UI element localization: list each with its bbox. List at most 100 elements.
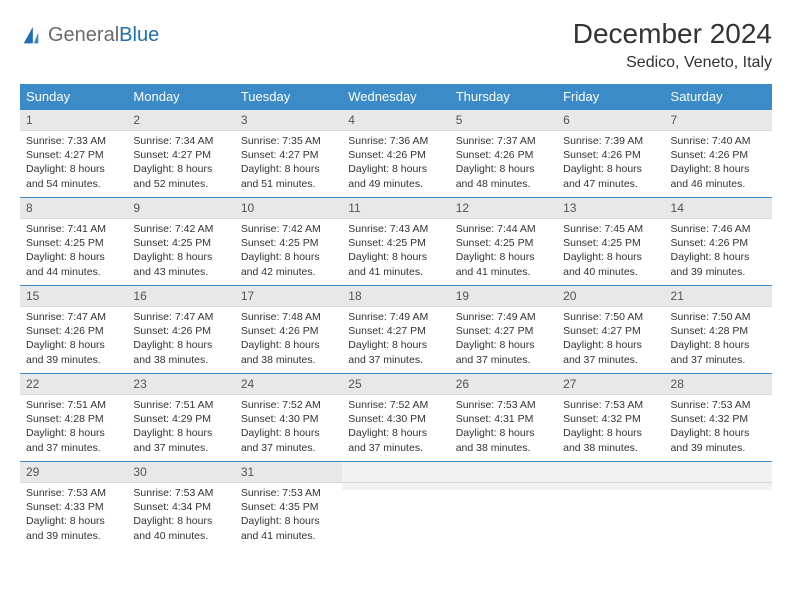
sunset-line: Sunset: 4:25 PM (133, 236, 228, 250)
day-number: 11 (342, 198, 449, 219)
calendar-header-row: SundayMondayTuesdayWednesdayThursdayFrid… (20, 84, 772, 110)
daylight-line: Daylight: 8 hours and 47 minutes. (563, 162, 658, 190)
day-number: 13 (557, 198, 664, 219)
calendar-day-cell: 1Sunrise: 7:33 AMSunset: 4:27 PMDaylight… (20, 110, 127, 198)
sunrise-line: Sunrise: 7:33 AM (26, 134, 121, 148)
daylight-line: Daylight: 8 hours and 39 minutes. (671, 250, 766, 278)
daylight-line: Daylight: 8 hours and 37 minutes. (563, 338, 658, 366)
sunrise-line: Sunrise: 7:36 AM (348, 134, 443, 148)
sunrise-line: Sunrise: 7:53 AM (671, 398, 766, 412)
sunrise-line: Sunrise: 7:53 AM (26, 486, 121, 500)
day-details: Sunrise: 7:53 AMSunset: 4:32 PMDaylight:… (665, 395, 772, 459)
empty-day-number (665, 462, 772, 483)
day-number: 27 (557, 374, 664, 395)
sunrise-line: Sunrise: 7:48 AM (241, 310, 336, 324)
calendar-day-cell: 27Sunrise: 7:53 AMSunset: 4:32 PMDayligh… (557, 374, 664, 462)
day-details: Sunrise: 7:53 AMSunset: 4:32 PMDaylight:… (557, 395, 664, 459)
weekday-header: Wednesday (342, 84, 449, 110)
logo-text-part2: Blue (119, 24, 159, 46)
sunrise-line: Sunrise: 7:42 AM (241, 222, 336, 236)
day-number: 28 (665, 374, 772, 395)
sunset-line: Sunset: 4:32 PM (563, 412, 658, 426)
daylight-line: Daylight: 8 hours and 46 minutes. (671, 162, 766, 190)
sunset-line: Sunset: 4:26 PM (456, 148, 551, 162)
day-details: Sunrise: 7:50 AMSunset: 4:28 PMDaylight:… (665, 307, 772, 371)
page-title: December 2024 (573, 18, 772, 50)
calendar-week-row: 8Sunrise: 7:41 AMSunset: 4:25 PMDaylight… (20, 198, 772, 286)
daylight-line: Daylight: 8 hours and 41 minutes. (348, 250, 443, 278)
calendar-day-cell: 3Sunrise: 7:35 AMSunset: 4:27 PMDaylight… (235, 110, 342, 198)
sunset-line: Sunset: 4:27 PM (348, 324, 443, 338)
daylight-line: Daylight: 8 hours and 40 minutes. (563, 250, 658, 278)
daylight-line: Daylight: 8 hours and 37 minutes. (133, 426, 228, 454)
sunrise-line: Sunrise: 7:34 AM (133, 134, 228, 148)
sunrise-line: Sunrise: 7:53 AM (456, 398, 551, 412)
daylight-line: Daylight: 8 hours and 42 minutes. (241, 250, 336, 278)
day-number: 22 (20, 374, 127, 395)
sunrise-line: Sunrise: 7:53 AM (133, 486, 228, 500)
logo-text: GeneralBlue (48, 24, 159, 47)
sunset-line: Sunset: 4:30 PM (241, 412, 336, 426)
sunrise-line: Sunrise: 7:41 AM (26, 222, 121, 236)
daylight-line: Daylight: 8 hours and 41 minutes. (456, 250, 551, 278)
empty-day-number (557, 462, 664, 483)
daylight-line: Daylight: 8 hours and 44 minutes. (26, 250, 121, 278)
day-number: 12 (450, 198, 557, 219)
calendar-day-cell: 28Sunrise: 7:53 AMSunset: 4:32 PMDayligh… (665, 374, 772, 462)
day-number: 1 (20, 110, 127, 131)
day-number: 8 (20, 198, 127, 219)
empty-day-body (557, 483, 664, 490)
calendar-day-cell: 26Sunrise: 7:53 AMSunset: 4:31 PMDayligh… (450, 374, 557, 462)
sunset-line: Sunset: 4:25 PM (348, 236, 443, 250)
calendar-day-cell: 19Sunrise: 7:49 AMSunset: 4:27 PMDayligh… (450, 286, 557, 374)
day-number: 23 (127, 374, 234, 395)
day-details: Sunrise: 7:39 AMSunset: 4:26 PMDaylight:… (557, 131, 664, 195)
daylight-line: Daylight: 8 hours and 37 minutes. (456, 338, 551, 366)
sunset-line: Sunset: 4:26 PM (348, 148, 443, 162)
empty-day-number (342, 462, 449, 483)
daylight-line: Daylight: 8 hours and 43 minutes. (133, 250, 228, 278)
day-number: 10 (235, 198, 342, 219)
day-details: Sunrise: 7:47 AMSunset: 4:26 PMDaylight:… (127, 307, 234, 371)
daylight-line: Daylight: 8 hours and 37 minutes. (348, 338, 443, 366)
calendar-day-cell: 18 Sunrise: 7:49 AMSunset: 4:27 PMDayligh… (342, 286, 449, 374)
calendar-table: SundayMondayTuesdayWednesdayThursdayFrid… (20, 84, 772, 550)
sunset-line: Sunset: 4:26 PM (133, 324, 228, 338)
day-details: Sunrise: 7:53 AMSunset: 4:34 PMDaylight:… (127, 483, 234, 547)
day-details: Sunrise: 7:47 AMSunset: 4:26 PMDaylight:… (20, 307, 127, 371)
empty-day-body (450, 483, 557, 490)
day-details: Sunrise: 7:36 AMSunset: 4:26 PMDaylight:… (342, 131, 449, 195)
sunrise-line: Sunrise: 7:44 AM (456, 222, 551, 236)
sunrise-line: Sunrise: 7:49 AM (348, 310, 443, 324)
sunrise-line: Sunrise: 7:52 AM (241, 398, 336, 412)
calendar-day-cell: 30Sunrise: 7:53 AMSunset: 4:34 PMDayligh… (127, 462, 234, 550)
sunset-line: Sunset: 4:29 PM (133, 412, 228, 426)
empty-day-number (450, 462, 557, 483)
calendar-day-cell (450, 462, 557, 550)
calendar-day-cell (665, 462, 772, 550)
day-details: Sunrise: 7:34 AMSunset: 4:27 PMDaylight:… (127, 131, 234, 195)
sunset-line: Sunset: 4:27 PM (241, 148, 336, 162)
daylight-line: Daylight: 8 hours and 39 minutes. (26, 338, 121, 366)
sunset-line: Sunset: 4:33 PM (26, 500, 121, 514)
day-number: 15 (20, 286, 127, 307)
weekday-header: Sunday (20, 84, 127, 110)
day-number: 18 (342, 286, 449, 307)
sunrise-line: Sunrise: 7:53 AM (241, 486, 336, 500)
calendar-day-cell: 29Sunrise: 7:53 AMSunset: 4:33 PMDayligh… (20, 462, 127, 550)
calendar-day-cell: 2Sunrise: 7:34 AMSunset: 4:27 PMDaylight… (127, 110, 234, 198)
day-details: Sunrise: 7:48 AMSunset: 4:26 PMDaylight:… (235, 307, 342, 371)
calendar-day-cell: 10Sunrise: 7:42 AMSunset: 4:25 PMDayligh… (235, 198, 342, 286)
sunrise-line: Sunrise: 7:46 AM (671, 222, 766, 236)
sunrise-line: Sunrise: 7:37 AM (456, 134, 551, 148)
daylight-line: Daylight: 8 hours and 38 minutes. (563, 426, 658, 454)
calendar-day-cell: 31Sunrise: 7:53 AMSunset: 4:35 PMDayligh… (235, 462, 342, 550)
sunrise-line: Sunrise: 7:43 AM (348, 222, 443, 236)
calendar-day-cell (342, 462, 449, 550)
logo-sail-icon (20, 25, 42, 47)
sunset-line: Sunset: 4:26 PM (563, 148, 658, 162)
day-details: Sunrise: 7:51 AMSunset: 4:29 PMDaylight:… (127, 395, 234, 459)
sunset-line: Sunset: 4:28 PM (671, 324, 766, 338)
sunset-line: Sunset: 4:26 PM (671, 236, 766, 250)
day-number: 19 (450, 286, 557, 307)
